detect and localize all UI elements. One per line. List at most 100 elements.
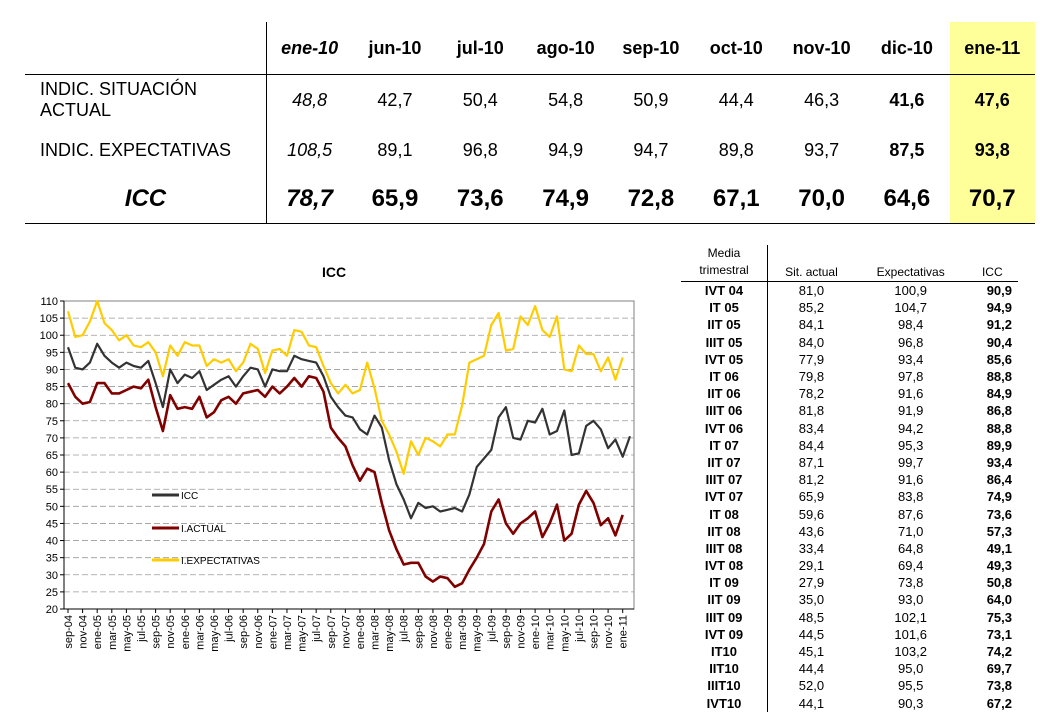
- table-cell: 72,8: [608, 175, 694, 224]
- expectativas-cell: 71,0: [898, 523, 924, 539]
- expectativas-cell: 97,8: [898, 369, 924, 385]
- expectativas-cell: 94,2: [898, 420, 924, 436]
- icc-cell: 74,9: [986, 489, 1012, 505]
- table-row: IIIT 09 48,5 102,1 75,3: [681, 608, 1018, 626]
- x-tick-label: sep-08: [413, 615, 425, 649]
- sit-actual-cell: 77,9: [798, 351, 825, 367]
- quarter-label: IVT 05: [681, 350, 768, 368]
- icc-cell: 86,4: [986, 472, 1012, 488]
- x-tick-label: mar-07: [282, 615, 294, 650]
- table-row: IVT 04 81,0 100,9 90,9: [681, 281, 1018, 300]
- x-tick-label: mar-10: [545, 615, 557, 650]
- y-tick-label: 70: [46, 433, 58, 445]
- expectativas-cell: 104,7: [894, 300, 927, 316]
- quarter-label: IIIT10: [681, 677, 768, 695]
- icc-cell: 93,4: [986, 454, 1012, 470]
- table-cell: 96,8: [462, 139, 498, 160]
- expectativas-cell: 91,6: [898, 472, 924, 488]
- x-tick-label: sep-09: [501, 615, 513, 649]
- expectativas-cell: 103,2: [894, 644, 927, 660]
- x-tick-label: mar-05: [107, 615, 119, 650]
- summary-col-header: oct-10: [693, 22, 779, 75]
- table-cell: 41,6: [889, 89, 925, 110]
- summary-header-row: ene-10 jun-10 jul-10 ago-10 sep-10 oct-1…: [25, 22, 1035, 75]
- x-tick-label: sep-04: [63, 615, 75, 649]
- y-tick-label: 65: [46, 450, 58, 462]
- expectativas-cell: 93,0: [898, 592, 924, 608]
- quarterly-header-sit: Sit. actual: [767, 245, 855, 282]
- sit-actual-cell: 84,4: [798, 437, 825, 453]
- x-tick-label: nov-06: [253, 615, 265, 649]
- icc-cell: 50,8: [986, 575, 1012, 591]
- x-tick-label: nov-08: [428, 615, 440, 649]
- table-row: IIT 06 78,2 91,6 84,9: [681, 385, 1018, 403]
- summary-col-header: ene-10: [265, 22, 353, 75]
- sit-actual-cell: 44,4: [798, 661, 825, 677]
- icc-cell: 85,6: [986, 351, 1012, 367]
- quarter-label: IIT 05: [681, 316, 768, 334]
- x-tick-label: jul-10: [574, 615, 586, 643]
- x-tick-label: jul-09: [486, 615, 498, 643]
- icc-cell: 84,9: [986, 386, 1012, 402]
- x-tick-label: may-08: [384, 615, 396, 652]
- x-axis: sep-04 nov-04 ene-05 mar-05 may-05 jul-05 sep-…: [63, 608, 634, 652]
- y-tick-label: 80: [46, 399, 58, 411]
- series-layer: [66, 299, 632, 589]
- x-tick-label: nov-04: [78, 615, 90, 649]
- table-cell: 108,5: [265, 125, 353, 175]
- table-cell: 50,9: [633, 89, 669, 110]
- icc-cell: 88,8: [986, 420, 1012, 436]
- quarterly-body: IVT 04 81,0 100,9 90,9 IT 05 85,2 104,7 94,9 IIT…: [681, 281, 1018, 712]
- header-line: Media: [707, 246, 741, 260]
- expectativas-cell: 91,9: [898, 403, 924, 419]
- table-row: IT 08 59,6 87,6 73,6: [681, 505, 1018, 523]
- sit-actual-cell: 84,0: [798, 334, 825, 350]
- table-row: IIIT 06 81,8 91,9 86,8: [681, 402, 1018, 420]
- table-row: IT 07 84,4 95,3 89,9: [681, 436, 1018, 454]
- x-tick-label: jul-07: [311, 615, 323, 643]
- table-cell: 70,0: [778, 175, 865, 224]
- y-tick-label: 25: [46, 587, 58, 599]
- x-tick-label: jul-08: [399, 615, 411, 643]
- sit-actual-cell: 78,2: [798, 386, 825, 402]
- x-tick-label: may-09: [472, 615, 484, 652]
- y-tick-label: 100: [40, 330, 58, 342]
- quarter-label: IIIT 05: [681, 333, 768, 351]
- icc-cell: 91,2: [986, 317, 1012, 333]
- quarter-label: IIT 08: [681, 522, 768, 540]
- summary-header-empty: [25, 22, 267, 75]
- summary-row-expectativas: INDIC. EXPECTATIVAS 108,5 89,1 96,8 94,9…: [25, 125, 1035, 175]
- x-tick-label: sep-05: [151, 615, 163, 649]
- table-cell: 48,8: [265, 74, 353, 125]
- legend-label-i-actual: I.ACTUAL: [181, 524, 226, 535]
- table-row: IVT 06 83,4 94,2 88,8: [681, 419, 1018, 437]
- x-tick-label: jul-06: [224, 615, 236, 643]
- summary-row-situacion: INDIC. SITUACIÓN ACTUAL 48,8 42,7 50,4 5…: [25, 74, 1035, 125]
- icc-cell: 89,9: [986, 437, 1012, 453]
- expectativas-cell: 90,3: [898, 695, 924, 711]
- summary-table: ene-10 jun-10 jul-10 ago-10 sep-10 oct-1…: [25, 22, 1035, 224]
- table-row: IVT 05 77,9 93,4 85,6: [681, 350, 1018, 368]
- sit-actual-cell: 44,1: [798, 695, 825, 711]
- icc-cell: 57,3: [986, 523, 1012, 539]
- x-tick-label: may-07: [297, 615, 309, 652]
- table-cell: 74,9: [522, 175, 609, 224]
- icc-cell: 73,6: [986, 506, 1012, 522]
- quarter-label: IIIT 08: [681, 539, 768, 557]
- y-tick-label: 90: [46, 364, 58, 376]
- table-cell: 93,7: [804, 139, 840, 160]
- summary-col-header: nov-10: [778, 22, 865, 75]
- sit-actual-cell: 48,5: [798, 609, 825, 625]
- icc-cell: 73,8: [986, 678, 1012, 694]
- table-row: IIIT 08 33,4 64,8 49,1: [681, 539, 1018, 557]
- table-row: IIIT10 52,0 95,5 73,8: [681, 677, 1018, 695]
- expectativas-cell: 98,4: [898, 317, 924, 333]
- table-row: IIT 07 87,1 99,7 93,4: [681, 453, 1018, 472]
- table-cell: 46,3: [804, 89, 840, 110]
- x-tick-label: sep-10: [589, 615, 601, 649]
- expectativas-cell: 101,6: [894, 626, 927, 642]
- x-tick-label: ene-09: [443, 615, 455, 649]
- quarter-label: IVT10: [681, 694, 768, 712]
- quarter-label: IIIT 06: [681, 402, 768, 420]
- quarter-label: IT10: [681, 642, 768, 661]
